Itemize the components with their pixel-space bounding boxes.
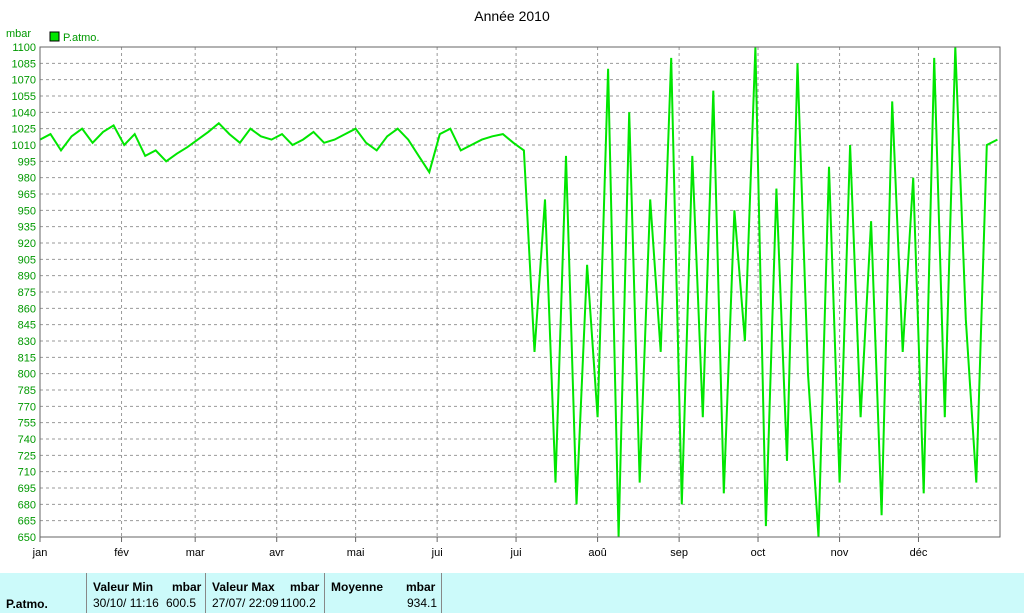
x-tick-label: aoû xyxy=(588,547,606,559)
max-header: Valeur Max xyxy=(212,580,275,594)
max-unit: mbar xyxy=(290,580,320,594)
stats-bar: P.atmo. Valeur Min mbar 30/10/ 11:16 600… xyxy=(0,573,1024,613)
y-tick-label: 710 xyxy=(18,467,36,479)
separator xyxy=(86,573,87,613)
y-tick-label: 740 xyxy=(18,434,36,446)
y-tick-label: 995 xyxy=(18,156,36,168)
mean-header: Moyenne xyxy=(331,580,384,594)
y-tick-label: 845 xyxy=(18,320,36,332)
y-tick-label: 860 xyxy=(18,303,36,315)
min-header: Valeur Min xyxy=(93,580,154,594)
y-tick-label: 770 xyxy=(18,401,36,413)
max-date: 27/07/ 22:09 xyxy=(212,596,279,610)
y-tick-label: 875 xyxy=(18,287,36,299)
y-tick-label: 1025 xyxy=(12,124,36,136)
max-value: 1100.2 xyxy=(280,596,316,610)
y-tick-label: 830 xyxy=(18,336,36,348)
min-date: 30/10/ 11:16 xyxy=(93,596,159,610)
separator xyxy=(441,573,442,613)
y-tick-label: 665 xyxy=(18,516,36,528)
y-tick-label: 695 xyxy=(18,483,36,495)
row-label: P.atmo. xyxy=(6,597,48,611)
plot-frame xyxy=(39,46,1001,538)
x-tick-label: fév xyxy=(114,547,129,559)
legend-label: P.atmo. xyxy=(63,32,100,44)
y-tick-label: 1070 xyxy=(12,75,36,87)
y-unit: mbar xyxy=(6,28,31,40)
min-unit: mbar xyxy=(172,580,202,594)
y-tick-label: 755 xyxy=(18,418,36,430)
y-tick-label: 905 xyxy=(18,254,36,266)
mean-value: 934.1 xyxy=(407,596,438,610)
y-tick-label: 725 xyxy=(18,450,36,462)
y-tick-label: 1085 xyxy=(12,58,36,70)
separator xyxy=(324,573,325,613)
x-tick-label: jan xyxy=(32,547,48,559)
separator xyxy=(205,573,206,613)
chart: Année 2010 mbar P.atmo. 650 665 680 695 710 7… xyxy=(6,8,1001,559)
y-tick-label: 800 xyxy=(18,369,36,381)
x-tick-label: avr xyxy=(269,547,285,559)
x-tick-label: sep xyxy=(670,547,688,559)
x-tick-label: oct xyxy=(751,547,766,559)
y-tick-label: 935 xyxy=(18,222,36,234)
y-tick-label: 920 xyxy=(18,238,36,250)
y-tick-label: 1100 xyxy=(12,42,36,54)
y-tick-label: 890 xyxy=(18,271,36,283)
y-tick-label: 1040 xyxy=(12,107,36,119)
x-tick-label: jui xyxy=(431,547,443,559)
data-line xyxy=(39,46,998,538)
min-value: 600.5 xyxy=(166,596,197,610)
y-tick-label: 965 xyxy=(18,189,36,201)
y-tick-label: 815 xyxy=(18,352,36,364)
y-tick-label: 1055 xyxy=(12,91,36,103)
y-tick-label: 980 xyxy=(18,173,36,185)
x-tick-label: déc xyxy=(910,547,928,559)
chart-title: Année 2010 xyxy=(474,8,550,24)
y-tick-label: 950 xyxy=(18,205,36,217)
y-tick-label: 650 xyxy=(18,532,36,544)
y-tick-label: 785 xyxy=(18,385,36,397)
x-tick-label: nov xyxy=(831,547,849,559)
x-tick-label: jui xyxy=(510,547,522,559)
legend-swatch xyxy=(49,31,60,42)
y-tick-label: 680 xyxy=(18,499,36,511)
mean-unit: mbar xyxy=(406,580,436,594)
y-tick-label: 1010 xyxy=(12,140,36,152)
x-tick-label: mar xyxy=(186,547,205,559)
x-tick-label: mai xyxy=(347,547,365,559)
